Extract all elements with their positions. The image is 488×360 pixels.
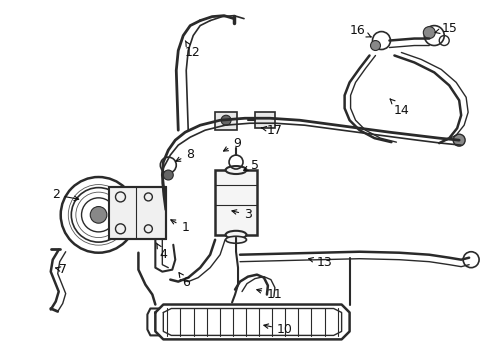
Circle shape [90, 207, 107, 223]
Circle shape [221, 115, 230, 125]
Circle shape [423, 27, 434, 39]
Bar [215, 170, 256, 235]
Text: 7: 7 [56, 263, 66, 276]
Text: 13: 13 [308, 256, 332, 269]
Text: 12: 12 [184, 41, 200, 59]
Bar [254, 112, 274, 128]
Ellipse shape [225, 166, 246, 174]
Circle shape [452, 134, 464, 146]
Text: 10: 10 [264, 323, 292, 336]
Text: 2: 2 [52, 188, 79, 202]
Text: 6: 6 [179, 273, 190, 289]
Text: 4: 4 [156, 243, 167, 261]
Text: 16: 16 [349, 24, 370, 37]
Text: 15: 15 [434, 22, 456, 35]
Bar [108, 187, 166, 239]
Text: 9: 9 [223, 137, 241, 151]
Circle shape [370, 41, 380, 50]
Text: 8: 8 [176, 148, 194, 161]
Text: 1: 1 [170, 220, 189, 234]
Text: 5: 5 [243, 158, 259, 172]
Text: 14: 14 [389, 99, 408, 117]
Text: 17: 17 [261, 124, 282, 137]
Text: 11: 11 [256, 288, 282, 301]
Text: 3: 3 [231, 208, 251, 221]
Circle shape [163, 170, 173, 180]
Bar [215, 112, 237, 130]
Ellipse shape [225, 236, 246, 243]
Ellipse shape [225, 231, 246, 239]
